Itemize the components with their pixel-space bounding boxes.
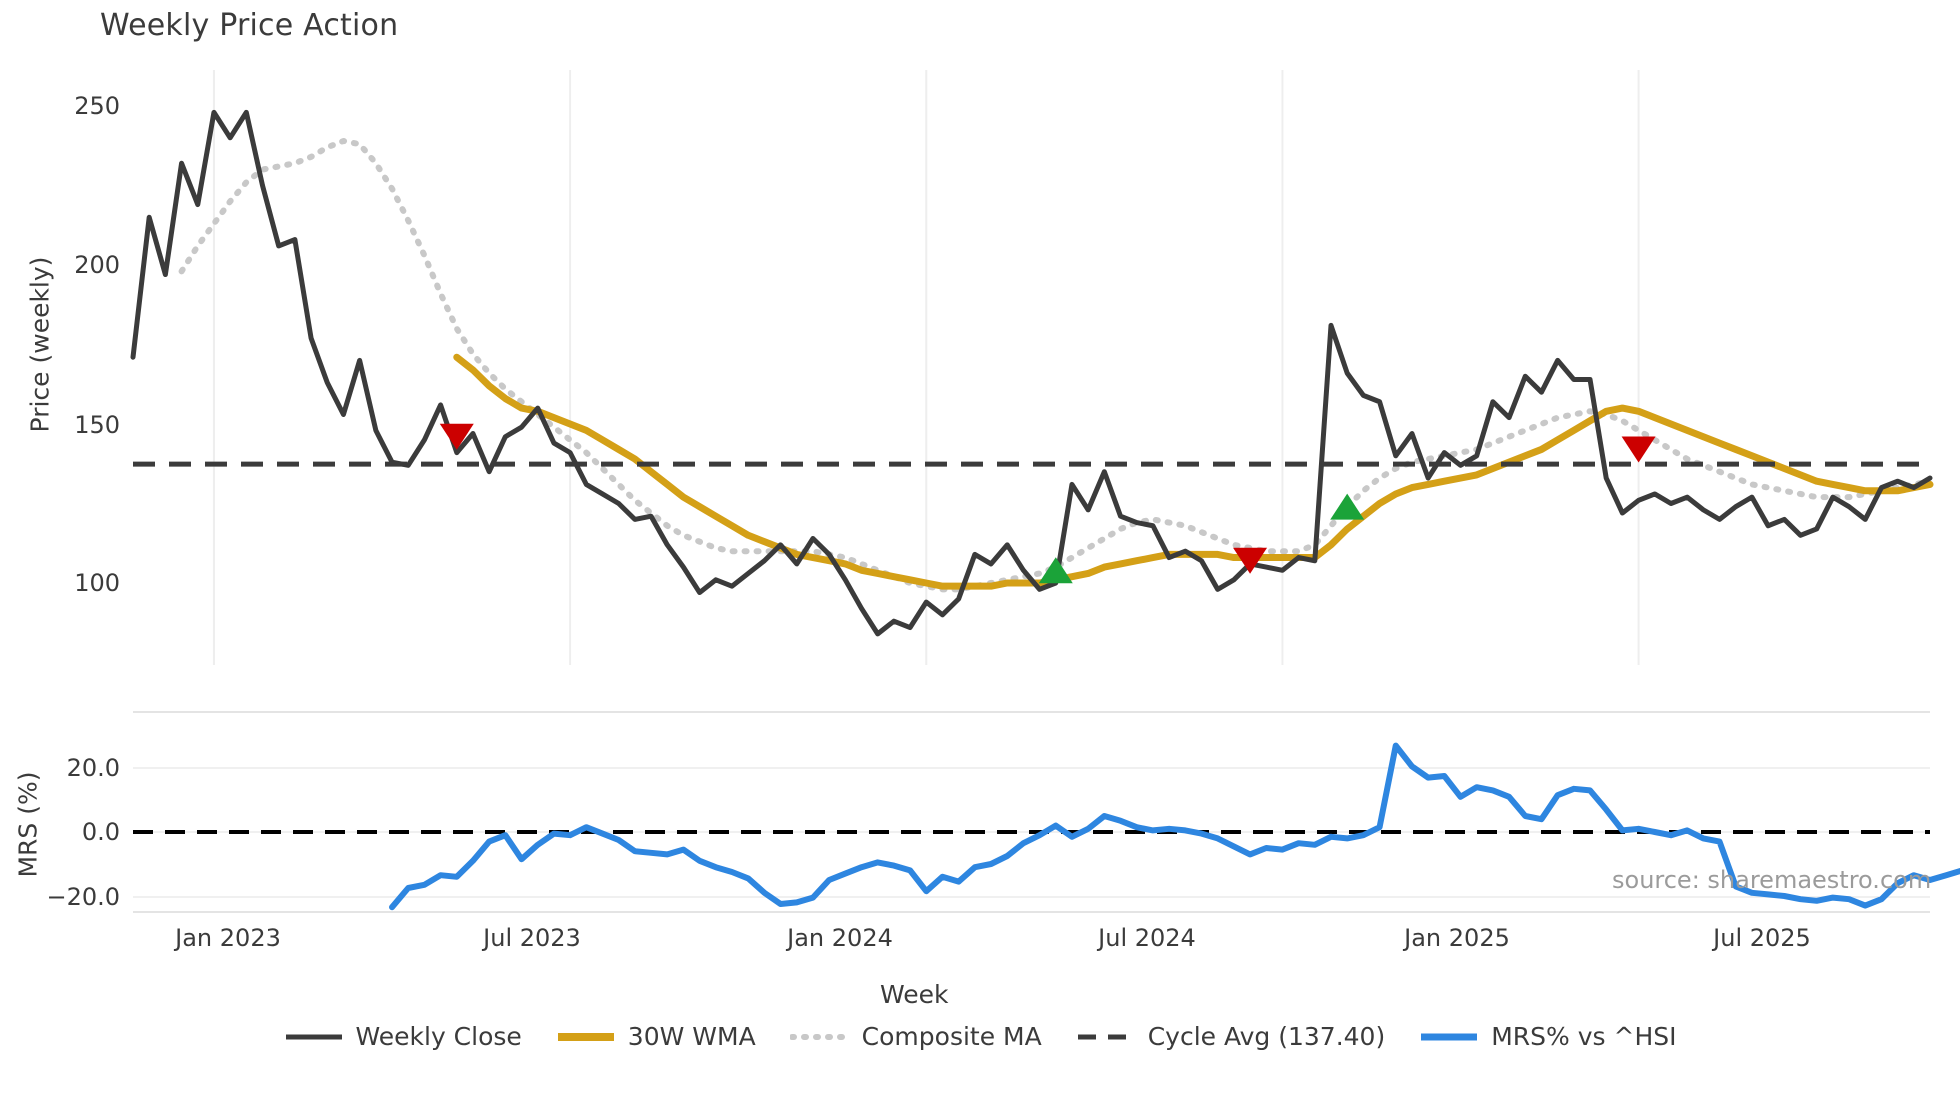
mrs-line xyxy=(389,742,1960,911)
legend-label-composite-ma: Composite MA xyxy=(861,1022,1042,1051)
legend-item-mrs[interactable]: MRS% vs ^HSI xyxy=(1419,1022,1677,1051)
buy-signal-marker xyxy=(1330,493,1365,520)
legend-item-cycle-avg[interactable]: Cycle Avg (137.40) xyxy=(1076,1022,1386,1051)
legend-swatch-wma30 xyxy=(557,1032,614,1041)
wma30-line xyxy=(453,353,1934,590)
sell-signal-marker xyxy=(439,423,474,450)
signal-markers xyxy=(439,423,1656,584)
legend-swatch-cycle-avg xyxy=(1077,1034,1134,1039)
legend-item-composite-ma[interactable]: Composite MA xyxy=(789,1022,1042,1051)
page-title: Weekly Price Action xyxy=(100,8,399,43)
sell-signal-marker xyxy=(1621,436,1656,463)
xtick-jul-2023: Jul 2023 xyxy=(483,924,581,952)
mrs-ytick-2: −20.0 xyxy=(46,883,120,911)
price-ytick-2: 150 xyxy=(74,411,120,439)
legend-item-weekly-close[interactable]: Weekly Close xyxy=(284,1022,522,1051)
legend-item-wma30[interactable]: 30W WMA xyxy=(556,1022,756,1051)
xtick-jan-2025: Jan 2025 xyxy=(1404,924,1510,952)
weekly-close-line xyxy=(130,109,1933,637)
mrs-ytick-1: 0.0 xyxy=(81,818,120,846)
legend-label-cycle-avg: Cycle Avg (137.40) xyxy=(1147,1022,1386,1051)
price-panel-grid xyxy=(212,70,1640,665)
sell-signal-marker xyxy=(1233,547,1268,574)
legend-label-mrs: MRS% vs ^HSI xyxy=(1491,1022,1677,1051)
x-axis-label: Week xyxy=(880,980,949,1009)
source-watermark: source: sharemaestro.com xyxy=(1612,866,1932,894)
xtick-jul-2024: Jul 2024 xyxy=(1098,924,1196,952)
legend-swatch-mrs xyxy=(1421,1033,1478,1040)
legend-label-weekly-close: Weekly Close xyxy=(355,1022,522,1051)
price-ytick-0: 250 xyxy=(74,92,120,120)
legend-swatch-weekly-close xyxy=(285,1034,342,1039)
mrs-ytick-0: 20.0 xyxy=(66,754,120,782)
xtick-jan-2024: Jan 2024 xyxy=(787,924,893,952)
legend-swatch-composite-ma xyxy=(789,1033,850,1040)
legend-label-wma30: 30W WMA xyxy=(627,1022,756,1051)
xtick-jul-2025: Jul 2025 xyxy=(1713,924,1811,952)
composite-ma-line xyxy=(178,137,1933,593)
price-ytick-3: 100 xyxy=(74,569,120,597)
chart-legend: Weekly Close 30W WMA Composite MA Cycle … xyxy=(0,1022,1960,1051)
xtick-jan-2023: Jan 2023 xyxy=(175,924,281,952)
buy-signal-marker xyxy=(1038,557,1073,584)
price-ytick-1: 200 xyxy=(74,251,120,279)
